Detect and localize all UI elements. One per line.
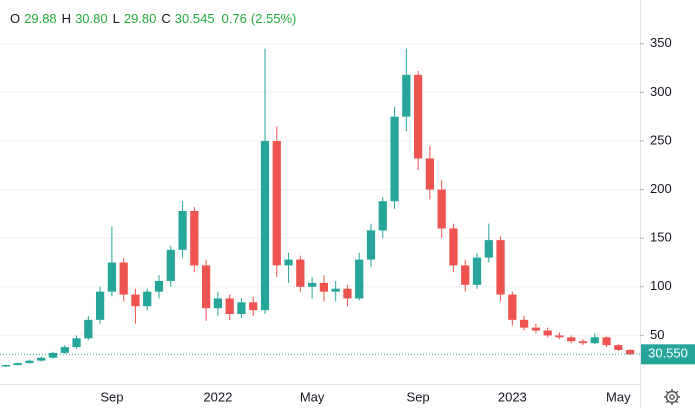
candle-body <box>154 280 164 292</box>
last-price-label: 30.550 <box>648 346 688 361</box>
y-tick-label: 200 <box>650 181 672 196</box>
ohlc-readout: O 29.88 H 30.80 L 29.80 C 30.545 0.76 (2.55%) <box>10 11 296 26</box>
candle-body <box>307 282 317 287</box>
readout-value: 29.80 <box>124 11 157 26</box>
candle-body <box>237 302 246 315</box>
candle-body <box>272 140 281 266</box>
candle-body <box>437 189 446 229</box>
candle-body <box>13 363 22 366</box>
candle-body <box>614 345 623 350</box>
candle-body <box>37 357 46 361</box>
candle-body <box>366 230 376 260</box>
x-tick-label: 2023 <box>498 389 527 404</box>
candle-body <box>143 291 152 307</box>
y-tick-label: 150 <box>650 230 672 245</box>
readout-key: L <box>113 11 120 26</box>
candle-body <box>25 360 34 364</box>
candle-body <box>508 294 517 320</box>
readout-change-pct: (2.55%) <box>251 11 297 26</box>
candle-body <box>213 298 223 309</box>
candle-body <box>449 228 458 266</box>
candle-body <box>107 262 117 292</box>
readout-value: 29.88 <box>24 11 57 26</box>
candle-body <box>602 337 611 346</box>
x-tick-label: Sep <box>407 389 430 404</box>
y-tick-label: 250 <box>650 132 672 147</box>
settings-icon[interactable] <box>664 389 680 405</box>
candle-body <box>201 265 211 309</box>
candle-body <box>402 74 411 117</box>
candle-body <box>343 288 352 299</box>
candle-body <box>567 337 576 342</box>
y-tick-label: 50 <box>650 327 664 342</box>
candle-body <box>48 352 58 358</box>
last-price-box <box>641 344 695 365</box>
candle-body <box>390 116 399 202</box>
readout-text: O 29.88 H 30.80 L 29.80 C 30.545 0.76 (2.55%) <box>10 11 296 26</box>
candle-body <box>225 298 234 315</box>
candle-body <box>425 158 435 190</box>
x-tick-label: Sep <box>100 389 123 404</box>
candle-body <box>190 210 199 266</box>
candle-body <box>555 335 564 338</box>
candle-body <box>378 201 387 231</box>
candle-body <box>519 319 529 328</box>
candle-body <box>60 347 69 353</box>
candle-body <box>484 240 493 258</box>
candle-body <box>578 341 588 344</box>
readout-key: O <box>10 11 20 26</box>
y-tick-label: 300 <box>650 84 672 99</box>
y-tick-label: 350 <box>650 35 672 50</box>
candle-body <box>260 140 270 311</box>
readout-change: 0.76 <box>222 11 247 26</box>
candle-body <box>84 319 93 339</box>
candle-body <box>590 337 599 344</box>
candle-body <box>355 259 364 299</box>
y-tick-label: 100 <box>650 278 672 293</box>
candle-body <box>461 265 470 285</box>
candle-body <box>1 365 11 367</box>
candle-body <box>331 288 340 292</box>
candle-body <box>284 259 293 266</box>
candle-body <box>531 327 541 331</box>
x-tick-label: May <box>300 389 325 404</box>
candle-body <box>625 349 635 355</box>
candle-body <box>249 302 258 311</box>
readout-value: 30.545 <box>175 11 215 26</box>
readout-key: C <box>161 11 170 26</box>
readout-key: H <box>62 11 71 26</box>
x-tick-label: May <box>606 389 631 404</box>
candle-body <box>543 330 552 336</box>
candle-body <box>131 294 140 307</box>
candle-body <box>496 240 505 295</box>
candle-body <box>296 259 305 287</box>
candle-body <box>119 262 128 295</box>
readout-value: 30.80 <box>75 11 108 26</box>
x-tick-label: 2022 <box>203 389 232 404</box>
candle-body <box>472 257 482 285</box>
candle-body <box>178 210 187 250</box>
candle-body <box>413 74 423 159</box>
candle-body <box>95 291 105 320</box>
candle-body <box>319 282 329 292</box>
candle-body <box>166 249 175 281</box>
candle-body <box>72 338 81 348</box>
